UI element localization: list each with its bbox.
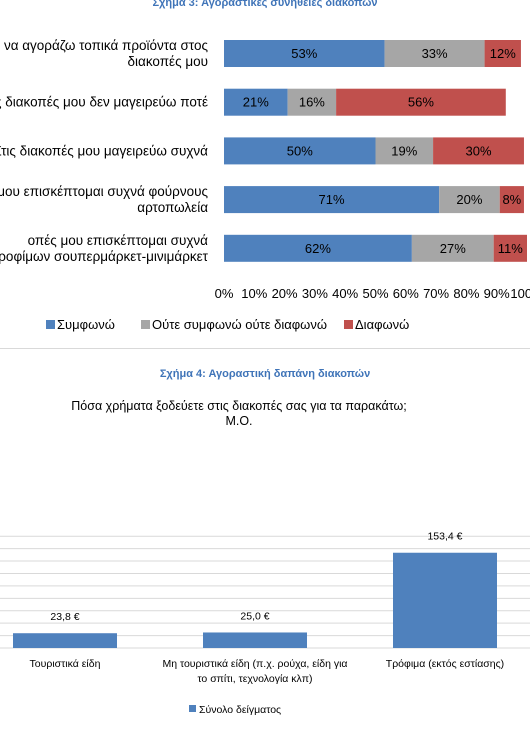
x-tick-label: 40% [332, 286, 358, 301]
bar-value-label: 25,0 € [240, 610, 269, 622]
category-label: μου επισκέπτομαι συχνά φούρνους αρτοπωλεί… [0, 184, 208, 215]
category-label: Τρόφιμα (εκτός εστίασης) [386, 658, 504, 670]
segment-value-label: 71% [319, 192, 345, 207]
bar-segment [336, 88, 506, 116]
segment-value-label: 12% [490, 46, 516, 61]
segment-value-label: 11% [498, 241, 523, 256]
segment-value-label: 20% [456, 192, 482, 207]
category-label: Τουριστικά είδη [30, 658, 101, 670]
x-tick-label: 0% [215, 286, 234, 301]
segment-value-label: 62% [305, 241, 331, 256]
bar-segment [224, 88, 288, 116]
x-tick-label: 60% [393, 286, 419, 301]
holiday-spending-chart: Πόσα χρήματα ξοδεύετε στις διακοπές σας … [0, 399, 530, 716]
segment-value-label: 27% [440, 241, 466, 256]
x-tick-label: 70% [423, 286, 449, 301]
legend-swatch [189, 705, 196, 712]
x-tick-label: 20% [272, 286, 298, 301]
bar-segment [287, 88, 337, 116]
bar-segment [439, 186, 500, 214]
chart-subtitle: Πόσα χρήματα ξοδεύετε στις διακοπές σας … [71, 399, 406, 413]
bar-segment [224, 186, 440, 214]
x-tick-label: 100% [510, 286, 530, 301]
legend-label: Ούτε συμφωνώ ούτε διαφωνώ [152, 317, 327, 332]
legend-label: Σύνολο δείγματος [199, 704, 281, 716]
bar [13, 633, 117, 648]
bar-segment [411, 234, 494, 262]
bar [203, 632, 307, 648]
segment-value-label: 53% [291, 46, 317, 61]
chart-subtitle: Μ.Ο. [225, 414, 252, 428]
bar-segment [493, 234, 527, 262]
figure-3-title: Σχήμα 3: Αγοραστικές συνήθειες διακοπών [152, 0, 378, 9]
legend-label: Συμφωνώ [57, 317, 115, 332]
legend-label: Διαφωνώ [355, 317, 409, 332]
segment-value-label: 33% [422, 46, 448, 61]
legend-swatch [141, 320, 150, 329]
bar-segment [499, 186, 524, 214]
segment-value-label: 8% [502, 192, 521, 207]
category-label: ν να αγοράζω τοπικά προϊόντα στος διακοπέ… [0, 38, 208, 69]
bar-segment [433, 137, 524, 165]
segment-value-label: 21% [243, 95, 269, 110]
bar-segment [375, 137, 434, 165]
segment-value-label: 16% [299, 95, 325, 110]
bar-segment [384, 40, 485, 67]
segment-value-label: 30% [466, 143, 492, 158]
category-label: ς διακοπές μου δεν μαγειρεύω ποτέ [0, 95, 208, 110]
x-tick-label: 80% [453, 286, 479, 301]
x-tick-label: 50% [362, 286, 388, 301]
legend-swatch [46, 320, 55, 329]
bar-value-label: 153,4 € [427, 531, 462, 543]
category-label: Μη τουριστικά είδη (π.χ. ρούχα, είδη για… [162, 658, 347, 685]
holiday-shopping-habits-chart: ν να αγοράζω τοπικά προϊόντα στος διακοπέ… [0, 38, 530, 332]
segment-value-label: 19% [391, 143, 417, 158]
segment-value-label: 50% [287, 143, 313, 158]
category-label: Στις διακοπές μου μαγειρεύω συχνά [0, 143, 208, 158]
section-divider [0, 348, 530, 349]
bar-segment [224, 234, 412, 262]
bar-segment [224, 40, 385, 67]
x-tick-label: 90% [484, 286, 510, 301]
bar-segment [484, 40, 521, 67]
bar-value-label: 23,8 € [50, 611, 79, 623]
bar [393, 552, 497, 648]
x-tick-label: 10% [241, 286, 267, 301]
segment-value-label: 56% [408, 95, 434, 110]
legend-swatch [344, 320, 353, 329]
x-tick-label: 30% [302, 286, 328, 301]
bar-segment [224, 137, 376, 165]
category-label: οπές μου επισκέπτομαι συχνά τροφίμων σουπ… [0, 233, 209, 264]
figure-4-title: Σχήμα 4: Αγοραστική δαπάνη διακοπών [159, 368, 371, 380]
